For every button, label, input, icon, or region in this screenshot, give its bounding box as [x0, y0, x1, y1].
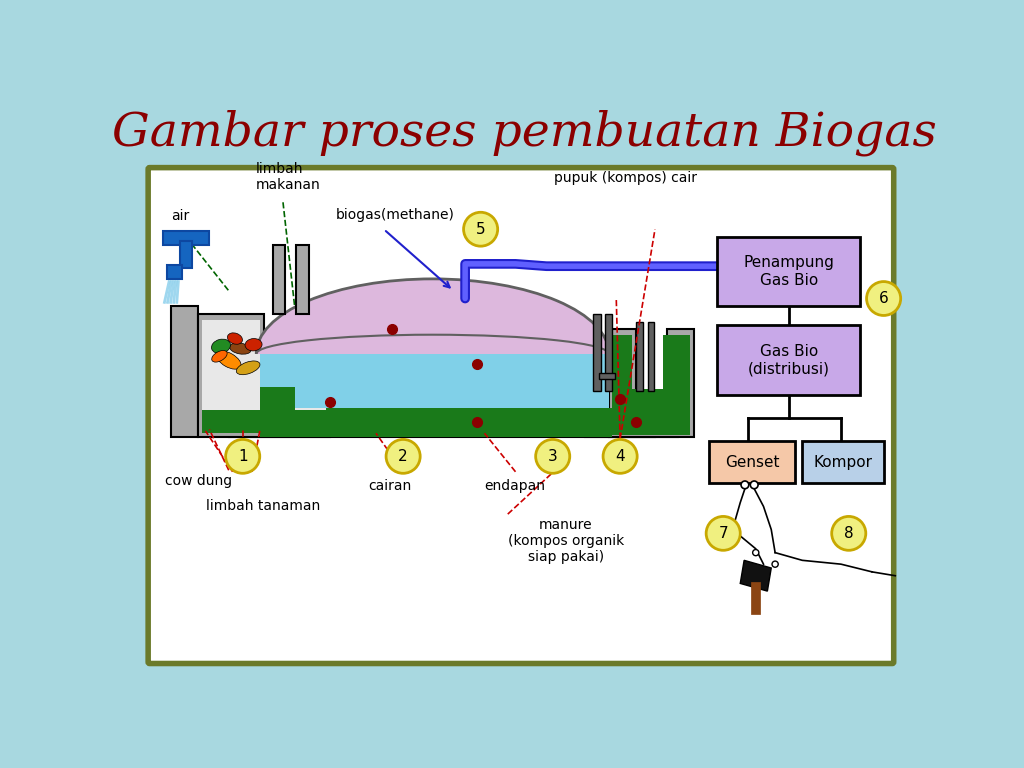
- Polygon shape: [202, 320, 326, 433]
- Ellipse shape: [256, 279, 609, 429]
- Ellipse shape: [216, 351, 241, 369]
- Bar: [296, 245, 308, 314]
- Text: limbah
makanan: limbah makanan: [256, 162, 321, 192]
- Circle shape: [386, 439, 420, 473]
- Bar: [802, 441, 884, 483]
- Circle shape: [464, 212, 498, 247]
- Polygon shape: [260, 353, 608, 408]
- Bar: [717, 326, 860, 395]
- Text: manure
(kompos organik
siap pakai): manure (kompos organik siap pakai): [508, 518, 624, 564]
- Text: endapan: endapan: [484, 479, 546, 494]
- Circle shape: [753, 550, 759, 556]
- Text: Kompor: Kompor: [813, 455, 872, 470]
- Bar: [717, 237, 860, 306]
- Circle shape: [225, 439, 260, 473]
- Bar: [180, 241, 193, 268]
- Ellipse shape: [212, 339, 230, 353]
- Circle shape: [866, 282, 901, 316]
- Text: 7: 7: [719, 526, 728, 541]
- FancyBboxPatch shape: [148, 167, 894, 664]
- Circle shape: [536, 439, 569, 473]
- Ellipse shape: [227, 333, 243, 344]
- Ellipse shape: [237, 361, 260, 375]
- Polygon shape: [202, 387, 326, 433]
- Circle shape: [772, 561, 778, 568]
- Text: 6: 6: [879, 291, 889, 306]
- Polygon shape: [608, 329, 693, 437]
- Text: air: air: [171, 209, 188, 223]
- Polygon shape: [612, 335, 690, 435]
- Ellipse shape: [212, 350, 227, 362]
- Circle shape: [831, 516, 866, 551]
- Bar: [167, 266, 182, 280]
- Polygon shape: [198, 314, 330, 437]
- Bar: [593, 314, 601, 391]
- Text: biogas(methane): biogas(methane): [336, 207, 455, 221]
- Text: 3: 3: [548, 449, 558, 464]
- Text: Gas Bio
(distribusi): Gas Bio (distribusi): [748, 344, 829, 376]
- Text: Genset: Genset: [725, 455, 779, 470]
- Circle shape: [741, 481, 749, 488]
- Bar: [636, 322, 643, 391]
- Polygon shape: [586, 391, 678, 437]
- Polygon shape: [260, 408, 612, 437]
- Polygon shape: [171, 306, 198, 437]
- Text: Gambar proses pembuatan Biogas: Gambar proses pembuatan Biogas: [113, 110, 937, 156]
- Text: 4: 4: [615, 449, 625, 464]
- Ellipse shape: [229, 343, 251, 354]
- Circle shape: [751, 481, 758, 488]
- Text: cow dung: cow dung: [165, 474, 232, 488]
- Bar: [710, 441, 795, 483]
- Bar: [163, 230, 209, 245]
- Text: 1: 1: [238, 449, 248, 464]
- Text: Penampung
Gas Bio: Penampung Gas Bio: [743, 256, 835, 288]
- Text: 2: 2: [398, 449, 408, 464]
- Bar: [604, 314, 612, 391]
- Bar: [599, 373, 614, 379]
- Bar: [648, 322, 654, 391]
- Circle shape: [603, 439, 637, 473]
- Ellipse shape: [245, 339, 262, 351]
- Bar: [273, 245, 286, 314]
- Text: cairan: cairan: [369, 479, 412, 494]
- Text: 8: 8: [844, 526, 854, 541]
- Polygon shape: [740, 561, 771, 591]
- Text: limbah tanaman: limbah tanaman: [206, 498, 319, 513]
- Circle shape: [707, 516, 740, 551]
- Text: pupuk (kompos) cair: pupuk (kompos) cair: [554, 170, 697, 184]
- Text: 5: 5: [476, 222, 485, 237]
- Polygon shape: [228, 391, 655, 437]
